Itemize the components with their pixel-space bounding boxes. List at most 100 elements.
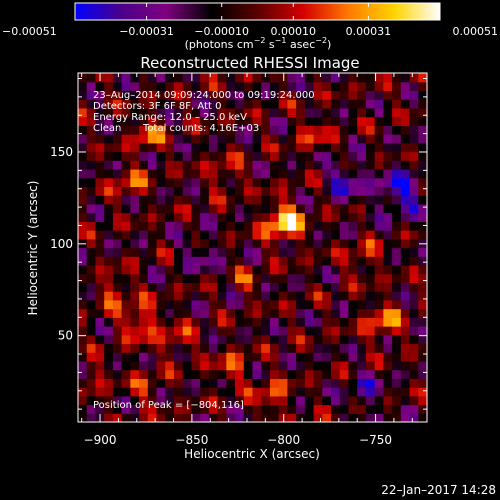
heatmap-cell: [200, 247, 210, 257]
heatmap-cell: [322, 334, 332, 345]
heatmap-cell: [139, 238, 149, 249]
heatmap-cell: [130, 177, 140, 188]
heatmap-cell: [304, 273, 315, 283]
heatmap-cell: [252, 395, 262, 406]
heatmap-cell: [409, 395, 419, 406]
heatmap-cell: [374, 404, 384, 414]
heatmap-cell: [191, 264, 201, 275]
heatmap-cell: [235, 360, 245, 371]
heatmap-cell: [418, 308, 427, 318]
heatmap-cell: [348, 212, 358, 222]
heatmap-cell: [400, 360, 411, 371]
heatmap-cell: [269, 90, 280, 100]
heatmap-cell: [86, 81, 97, 92]
heatmap-cell: [226, 125, 236, 135]
heatmap-cell: [182, 73, 193, 83]
heatmap-cell: [339, 247, 350, 257]
colorbar-ticks: −0.00051 −0.00031 −0.00010 0.00010 0.00031 0.…: [2, 3, 498, 38]
heatmap-cell: [139, 308, 149, 318]
heatmap-cell: [243, 334, 254, 345]
heatmap-cell: [392, 107, 402, 118]
heatmap-cell: [339, 378, 350, 388]
heatmap-cell: [104, 99, 114, 109]
heatmap-cell: [374, 151, 384, 161]
heatmap-cell: [78, 378, 88, 388]
heatmap-cell: [296, 177, 306, 188]
heatmap-cell: [261, 142, 271, 153]
heatmap-cell: [243, 230, 254, 240]
heatmap-cell: [226, 212, 236, 222]
heatmap-cell: [112, 195, 123, 205]
heatmap-cell: [191, 378, 201, 388]
heatmap-cell: [261, 264, 271, 275]
heatmap-cell: [296, 151, 306, 161]
heatmap-cell: [139, 212, 149, 222]
heatmap-cell: [95, 99, 105, 109]
heatmap-cell: [269, 264, 280, 275]
heatmap-cell: [348, 360, 358, 371]
heatmap-cell: [322, 273, 332, 283]
heatmap-cell: [296, 212, 306, 222]
heatmap-cell: [418, 168, 427, 179]
heatmap-cell: [208, 256, 219, 266]
colorbar-gradient: [74, 2, 441, 21]
heatmap-cell: [130, 160, 140, 170]
heatmap-cell: [313, 73, 323, 83]
heatmap-cell: [418, 195, 427, 205]
heatmap-cell: [331, 291, 341, 301]
heatmap-cell: [278, 134, 288, 144]
heatmap-cell: [165, 160, 175, 170]
heatmap-cell: [95, 212, 105, 222]
heatmap-cell: [200, 151, 210, 161]
heatmap-cell: [139, 387, 149, 397]
heatmap-cell: [78, 177, 88, 188]
heatmap-cell: [104, 343, 114, 353]
heatmap-cell: [357, 352, 367, 362]
heatmap-cell: [296, 369, 306, 379]
heatmap-cell: [365, 142, 376, 153]
heatmap-cell: [235, 343, 245, 353]
heatmap-cell: [392, 317, 402, 327]
heatmap-cell: [191, 299, 201, 310]
heatmap-cell: [130, 247, 140, 257]
heatmap-cell: [374, 177, 384, 188]
heatmap-cell: [322, 326, 332, 336]
heatmap-cell: [400, 142, 411, 153]
heatmap-cell: [392, 212, 402, 222]
heatmap-cell: [104, 273, 114, 283]
heatmap-cell: [374, 116, 384, 126]
heatmap-cell: [173, 107, 184, 118]
heatmap-cell: [95, 264, 105, 275]
heatmap-cell: [217, 387, 227, 397]
heatmap-cell: [217, 99, 227, 109]
heatmap-cell: [322, 107, 332, 118]
heatmap-cell: [112, 238, 123, 249]
heatmap-cell: [243, 73, 254, 83]
heatmap-cell: [191, 334, 201, 345]
heatmap-cell: [383, 125, 393, 135]
heatmap-cell: [86, 413, 97, 422]
heatmap-cell: [365, 99, 376, 109]
heatmap-cell: [313, 134, 323, 144]
heatmap-cell: [383, 230, 393, 240]
heatmap-cell: [409, 317, 419, 327]
heatmap-cell: [261, 352, 271, 362]
heatmap-cell: [156, 413, 166, 422]
heatmap-cell: [243, 177, 254, 188]
heatmap-cell: [296, 256, 306, 266]
heatmap-cell: [313, 413, 323, 422]
heatmap-cell: [392, 273, 402, 283]
heatmap-cell: [348, 230, 358, 240]
heatmap-cell: [95, 387, 105, 397]
heatmap-cell: [339, 186, 350, 196]
heatmap-cell: [139, 247, 149, 257]
heatmap-cell: [261, 334, 271, 345]
heatmap-cell: [165, 230, 175, 240]
heatmap-cell: [287, 317, 297, 327]
heatmap-cell: [112, 177, 123, 188]
heatmap-cell: [348, 369, 358, 379]
heatmap-cell: [287, 387, 297, 397]
heatmap-cell: [409, 90, 419, 100]
heatmap-cell: [156, 134, 166, 144]
heatmap-cell: [348, 247, 358, 257]
